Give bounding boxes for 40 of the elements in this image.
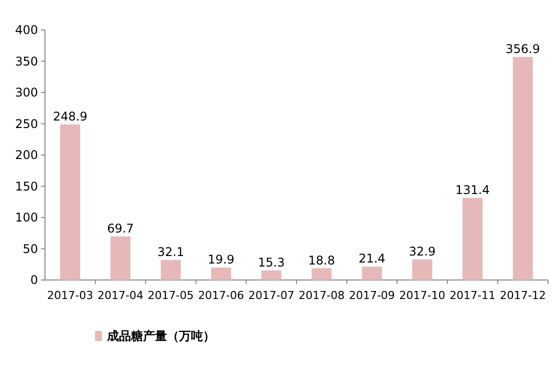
y-tick-label: 350 xyxy=(15,54,38,68)
y-tick-label: 250 xyxy=(15,116,38,131)
data-label: 356.9 xyxy=(506,42,540,56)
bar xyxy=(362,266,382,280)
data-label: 19.9 xyxy=(208,252,234,267)
x-tick-label: 2017-09 xyxy=(348,289,395,302)
bar xyxy=(412,259,432,280)
x-tick-label: 2017-06 xyxy=(198,289,244,302)
bar xyxy=(110,236,130,280)
bar xyxy=(60,124,80,280)
x-tick-label: 2017-05 xyxy=(148,289,194,302)
data-label: 69.7 xyxy=(107,221,134,236)
bar xyxy=(512,56,533,280)
y-tick-label: 150 xyxy=(15,179,38,194)
bar xyxy=(462,198,483,280)
y-tick-label: 0 xyxy=(30,273,38,287)
x-tick-label: 2017-07 xyxy=(248,289,294,302)
y-tick-label: 50 xyxy=(22,242,38,256)
data-label: 32.9 xyxy=(408,244,436,258)
data-label: 131.4 xyxy=(455,182,490,197)
data-label: 248.9 xyxy=(52,109,88,124)
bar xyxy=(261,270,282,280)
x-tick-label: 2017-10 xyxy=(399,289,446,302)
data-label: 18.8 xyxy=(308,253,336,268)
y-tick-label: 100 xyxy=(15,210,38,224)
data-label: 21.4 xyxy=(358,252,386,266)
y-tick-label: 200 xyxy=(15,148,38,162)
y-tick-label: 400 xyxy=(15,23,38,37)
x-tick-label: 2017-12 xyxy=(500,289,546,302)
data-label: 32.1 xyxy=(157,244,184,259)
legend-label: 成品糖产量（万吨） xyxy=(106,329,215,343)
data-label: 15.3 xyxy=(258,255,285,270)
bar xyxy=(312,268,332,280)
x-tick-label: 2017-04 xyxy=(97,289,144,302)
x-tick-label: 2017-03 xyxy=(47,289,94,302)
x-tick-label: 2017-11 xyxy=(450,289,496,302)
y-tick-label: 300 xyxy=(15,86,38,100)
bar xyxy=(160,260,181,280)
x-tick-label: 2017-08 xyxy=(298,289,345,302)
bar xyxy=(211,268,232,280)
